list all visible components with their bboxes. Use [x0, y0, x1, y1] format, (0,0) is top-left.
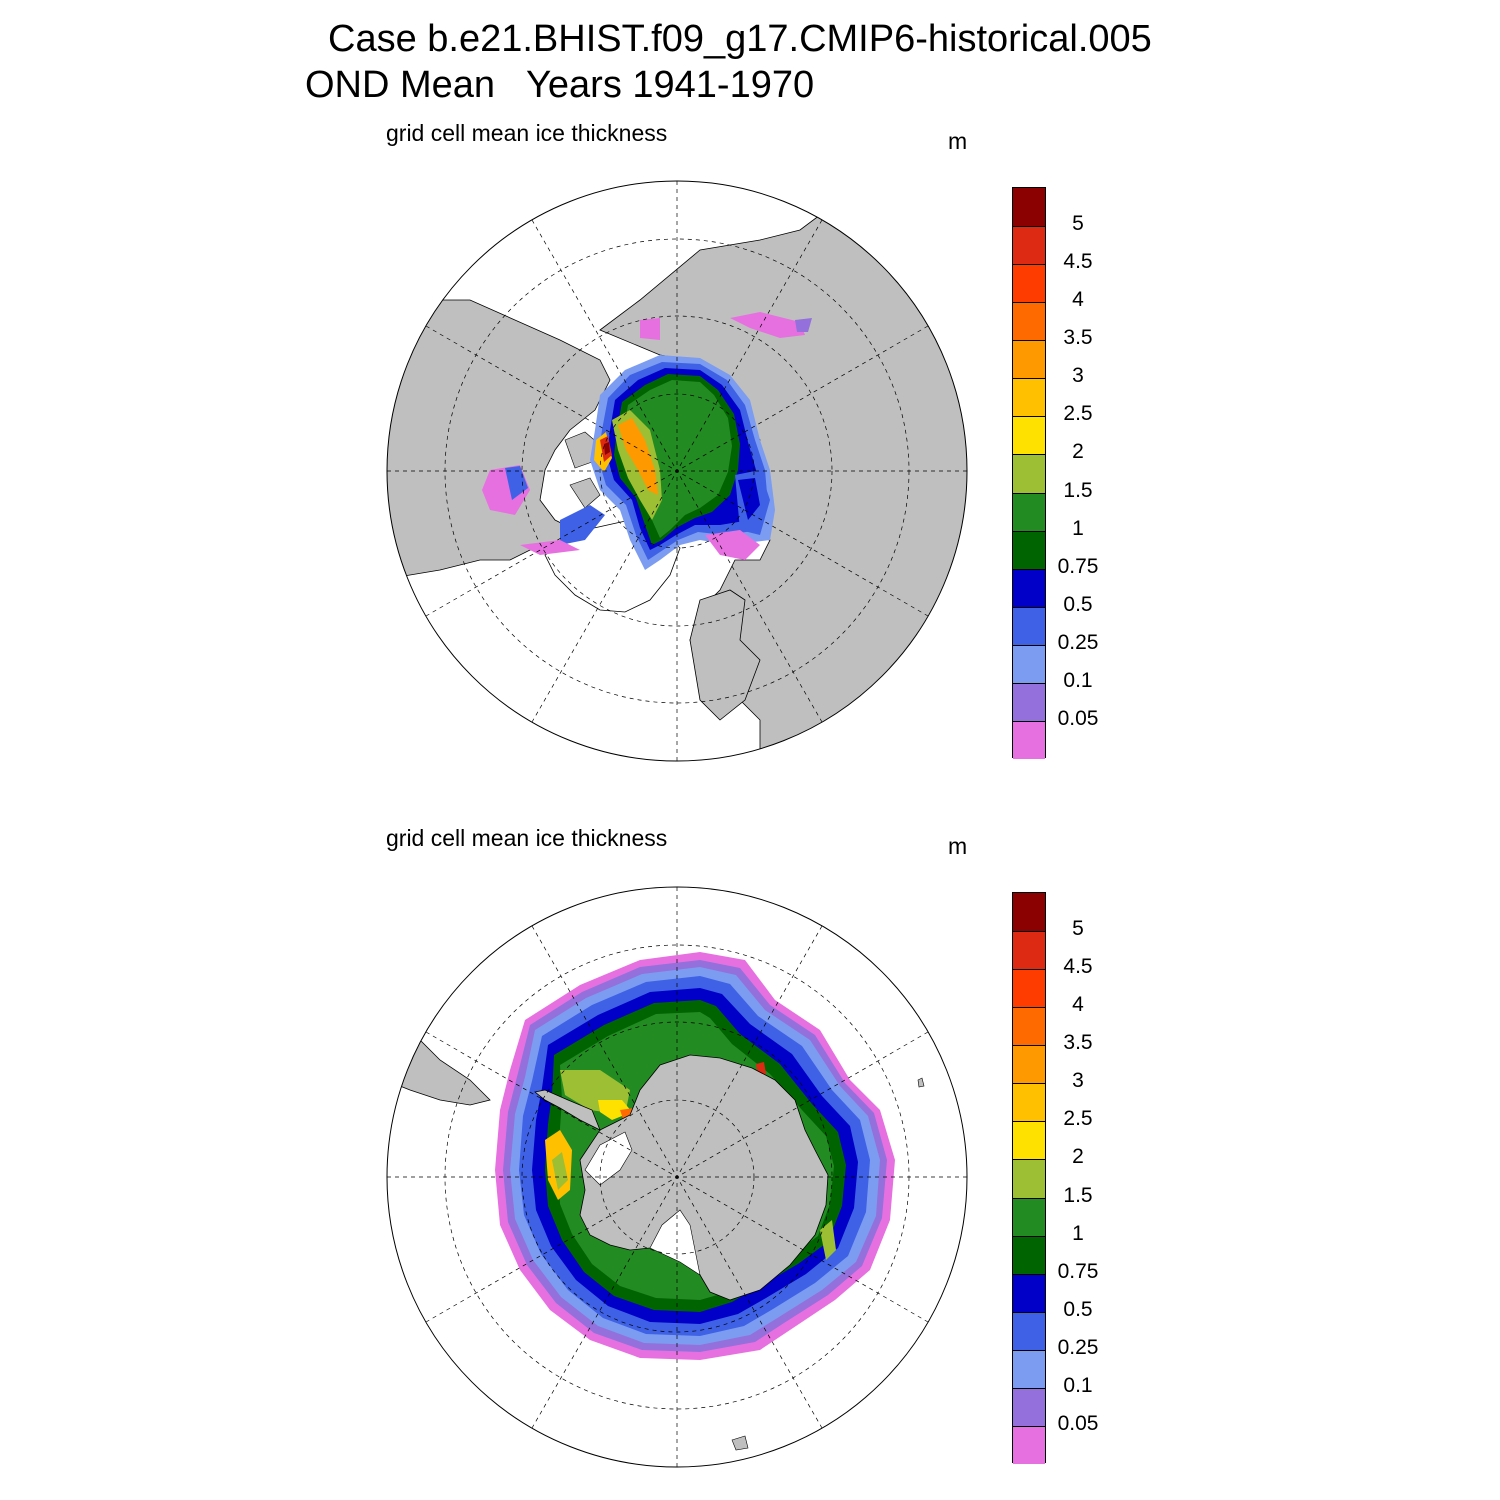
colorbar-swatch	[1013, 492, 1045, 531]
colorbar-swatch	[1013, 720, 1045, 759]
colorbar-label: 4	[1072, 993, 1084, 1017]
colorbar-swatch	[1013, 1387, 1045, 1426]
north-panel-title: grid cell mean ice thickness	[386, 120, 668, 146]
figure-title-period: OND Mean Years 1941-1970	[305, 64, 815, 106]
colorbar-swatch	[1013, 226, 1045, 265]
colorbar-swatch	[1013, 1007, 1045, 1046]
colorbar-label: 1	[1072, 1221, 1084, 1245]
colorbar-swatch	[1013, 893, 1045, 932]
colorbar-swatch	[1013, 1159, 1045, 1198]
colorbar-swatch	[1013, 682, 1045, 721]
colorbar-swatch	[1013, 1121, 1045, 1160]
colorbar-swatch	[1013, 1349, 1045, 1388]
colorbar-label: 3	[1072, 364, 1084, 388]
colorbar-label: 1.5	[1063, 1183, 1093, 1207]
colorbar-label: 0.75	[1057, 554, 1099, 578]
south-polar-map	[387, 887, 967, 1467]
north-america-land	[387, 299, 611, 581]
colorbar-swatch	[1013, 1273, 1045, 1312]
colorbar-label: 4	[1072, 288, 1084, 312]
colorbar-swatch	[1013, 378, 1045, 417]
colorbar-swatch	[1013, 188, 1045, 227]
colorbar-label: 0.75	[1057, 1259, 1099, 1283]
colorbar-label: 5	[1072, 212, 1084, 236]
south-colorbar	[1012, 892, 1046, 1464]
colorbar-swatch	[1013, 1235, 1045, 1274]
colorbar-swatch	[1013, 931, 1045, 970]
colorbar-label: 3.5	[1063, 1031, 1093, 1055]
colorbar-label: 4.5	[1063, 250, 1093, 274]
colorbar-label: 0.05	[1057, 1411, 1099, 1435]
colorbar-label: 2.5	[1063, 402, 1093, 426]
colorbar-label: 3	[1072, 1069, 1084, 1093]
colorbar-label: 0.5	[1063, 1297, 1093, 1321]
colorbar-swatch	[1013, 1045, 1045, 1084]
north-polar-map	[387, 181, 967, 761]
colorbar-label: 0.1	[1063, 1373, 1093, 1397]
colorbar-label: 0.25	[1057, 1335, 1099, 1359]
colorbar-label: 2.5	[1063, 1107, 1093, 1131]
colorbar-swatch	[1013, 340, 1045, 379]
colorbar-swatch	[1013, 1311, 1045, 1350]
colorbar-label: 0.1	[1063, 668, 1093, 692]
colorbar-label: 1.5	[1063, 478, 1093, 502]
colorbar-label: 0.25	[1057, 630, 1099, 654]
south-panel-title: grid cell mean ice thickness	[386, 825, 668, 851]
colorbar-swatch	[1013, 644, 1045, 683]
europe-land	[689, 589, 761, 721]
south-panel-units: m	[948, 833, 968, 859]
colorbar-swatch	[1013, 1425, 1045, 1464]
figure-title-case: Case b.e21.BHIST.f09_g17.CMIP6-historica…	[328, 18, 1152, 60]
colorbar-swatch	[1013, 606, 1045, 645]
colorbar-swatch	[1013, 416, 1045, 455]
colorbar-swatch	[1013, 264, 1045, 303]
colorbar-swatch	[1013, 1197, 1045, 1236]
colorbar-swatch	[1013, 969, 1045, 1008]
colorbar-label: 3.5	[1063, 326, 1093, 350]
antarctic-peninsula	[534, 1089, 601, 1131]
north-colorbar	[1012, 187, 1046, 759]
colorbar-label: 0.5	[1063, 592, 1093, 616]
colorbar-label: 2	[1072, 1145, 1084, 1169]
colorbar-label: 1	[1072, 516, 1084, 540]
colorbar-label: 2	[1072, 440, 1084, 464]
ross-ice-shelf	[649, 1209, 701, 1276]
north-panel-units: m	[948, 128, 968, 154]
colorbar-label: 0.05	[1057, 706, 1099, 730]
colorbar-label: 4.5	[1063, 955, 1093, 979]
colorbar-swatch	[1013, 454, 1045, 493]
colorbar-label: 5	[1072, 917, 1084, 941]
colorbar-swatch	[1013, 530, 1045, 569]
colorbar-swatch	[1013, 568, 1045, 607]
colorbar-swatch	[1013, 302, 1045, 341]
colorbar-swatch	[1013, 1083, 1045, 1122]
